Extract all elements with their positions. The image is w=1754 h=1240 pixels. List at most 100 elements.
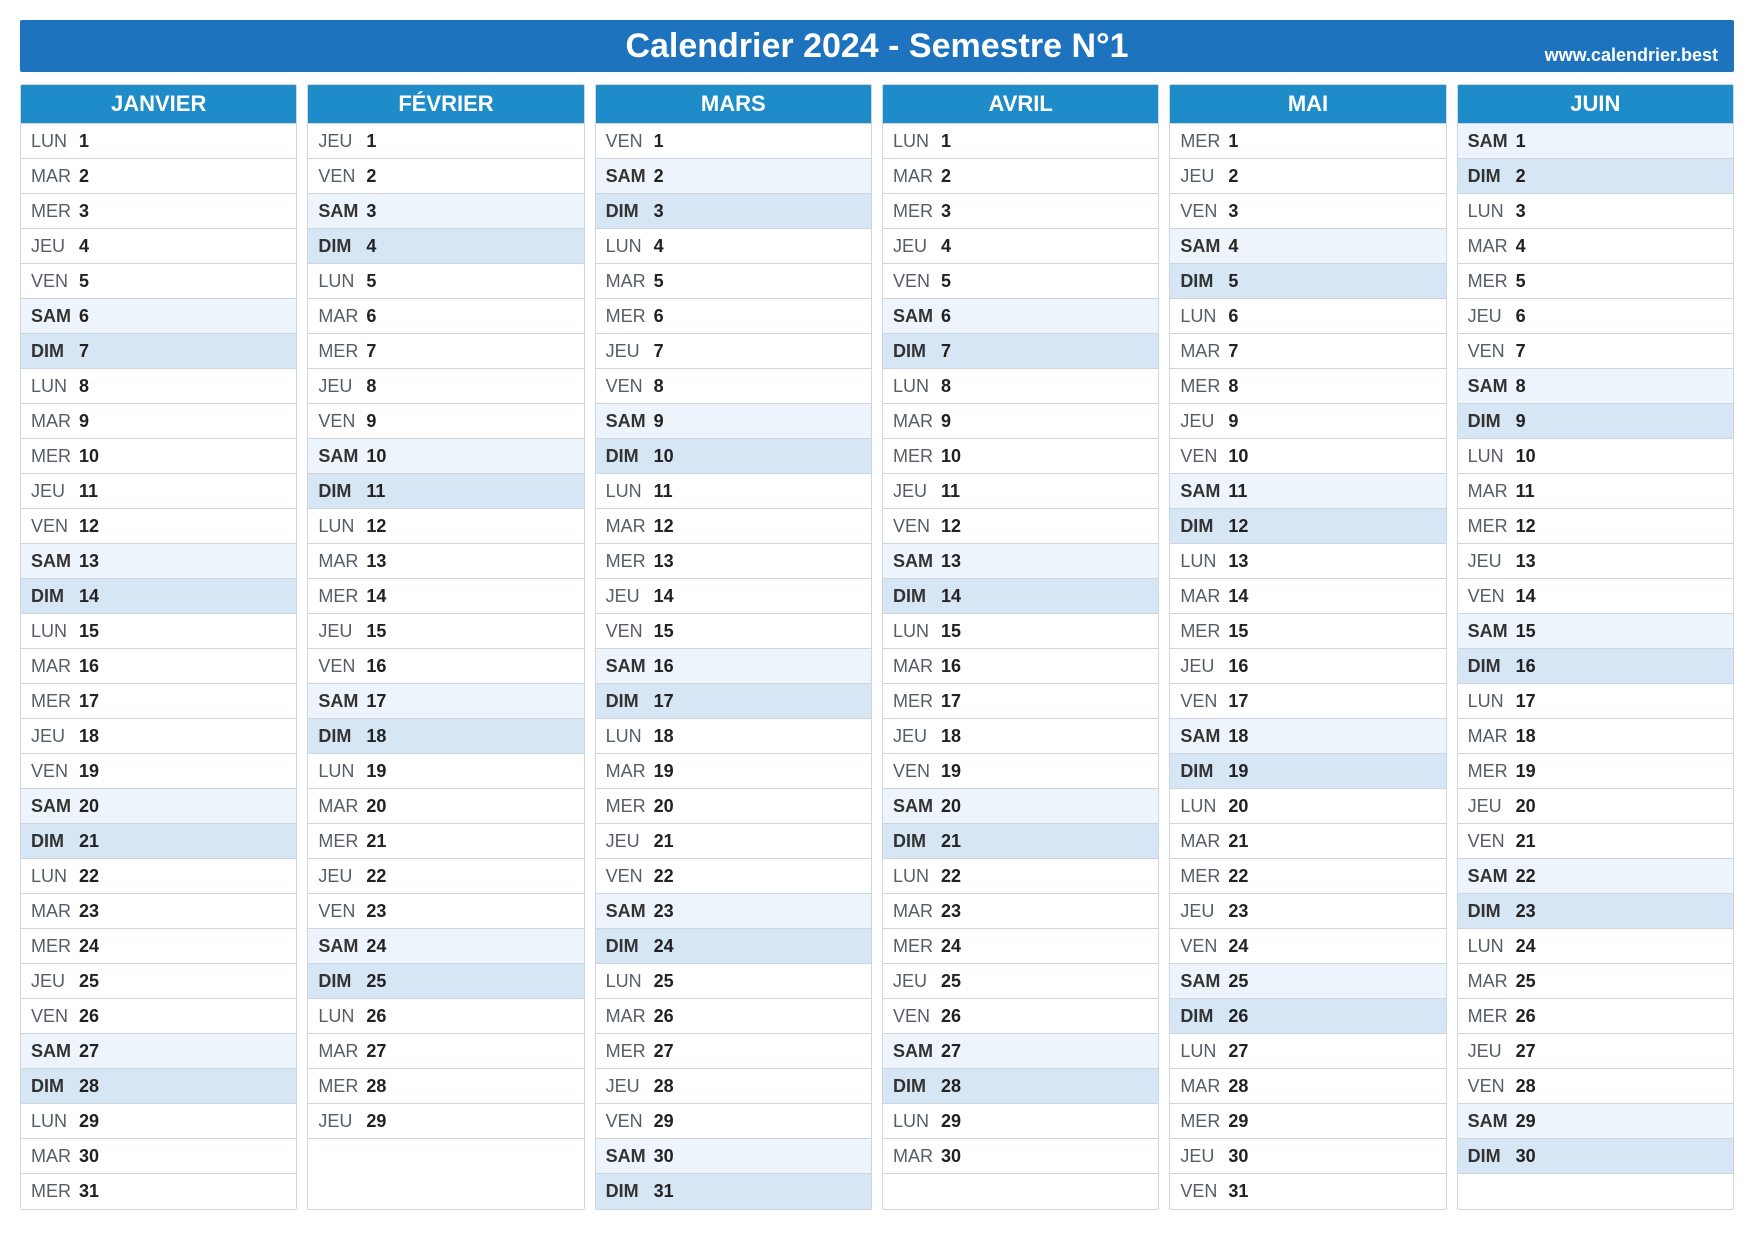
day-row: JEU8 xyxy=(308,369,583,404)
day-number: 31 xyxy=(1228,1181,1248,1202)
day-row: DIM30 xyxy=(1458,1139,1733,1174)
day-number: 15 xyxy=(366,621,386,642)
day-row: SAM6 xyxy=(21,299,296,334)
day-abbr: JEU xyxy=(1468,796,1516,817)
day-abbr: LUN xyxy=(1468,936,1516,957)
day-row: LUN6 xyxy=(1170,299,1445,334)
day-number: 24 xyxy=(1228,936,1248,957)
day-abbr: DIM xyxy=(1468,901,1516,922)
day-row: DIM10 xyxy=(596,439,871,474)
day-number: 25 xyxy=(941,971,961,992)
day-row: SAM8 xyxy=(1458,369,1733,404)
day-number: 3 xyxy=(79,201,89,222)
day-row: MER19 xyxy=(1458,754,1733,789)
day-abbr: DIM xyxy=(1180,1006,1228,1027)
day-row: JEU21 xyxy=(596,824,871,859)
day-row: MAR20 xyxy=(308,789,583,824)
day-number: 5 xyxy=(366,271,376,292)
day-row: MER17 xyxy=(883,684,1158,719)
day-row: MAR27 xyxy=(308,1034,583,1069)
day-row: LUN26 xyxy=(308,999,583,1034)
day-number: 27 xyxy=(1516,1041,1536,1062)
day-abbr: VEN xyxy=(1468,586,1516,607)
day-row: LUN8 xyxy=(21,369,296,404)
day-number: 23 xyxy=(1516,901,1536,922)
day-number: 30 xyxy=(654,1146,674,1167)
day-abbr: DIM xyxy=(606,691,654,712)
day-abbr: JEU xyxy=(1468,551,1516,572)
day-abbr: JEU xyxy=(893,236,941,257)
empty-day-cell xyxy=(308,1174,583,1209)
day-row: JEU13 xyxy=(1458,544,1733,579)
day-row: MER31 xyxy=(21,1174,296,1209)
day-row: JEU29 xyxy=(308,1104,583,1139)
day-row: DIM31 xyxy=(596,1174,871,1209)
day-number: 1 xyxy=(1516,131,1526,152)
day-abbr: DIM xyxy=(31,341,79,362)
day-abbr: DIM xyxy=(893,341,941,362)
day-row: LUN25 xyxy=(596,964,871,999)
day-number: 14 xyxy=(941,586,961,607)
day-row: MAR25 xyxy=(1458,964,1733,999)
day-number: 11 xyxy=(1228,481,1247,502)
day-abbr: SAM xyxy=(1180,481,1228,502)
day-row: VEN12 xyxy=(883,509,1158,544)
day-row: SAM10 xyxy=(308,439,583,474)
month-header: AVRIL xyxy=(883,85,1158,124)
day-row: MER7 xyxy=(308,334,583,369)
day-abbr: MER xyxy=(606,306,654,327)
day-row: VEN7 xyxy=(1458,334,1733,369)
day-abbr: JEU xyxy=(1180,411,1228,432)
day-abbr: MER xyxy=(1180,866,1228,887)
day-number: 30 xyxy=(1228,1146,1248,1167)
day-number: 9 xyxy=(1228,411,1238,432)
day-number: 23 xyxy=(1228,901,1248,922)
day-abbr: LUN xyxy=(606,481,654,502)
day-row: MER22 xyxy=(1170,859,1445,894)
day-number: 13 xyxy=(79,551,99,572)
day-number: 8 xyxy=(79,376,89,397)
day-number: 13 xyxy=(654,551,674,572)
day-number: 6 xyxy=(654,306,664,327)
day-abbr: VEN xyxy=(31,1006,79,1027)
day-number: 27 xyxy=(654,1041,674,1062)
day-number: 18 xyxy=(1516,726,1536,747)
day-abbr: SAM xyxy=(606,411,654,432)
day-abbr: VEN xyxy=(606,131,654,152)
day-abbr: DIM xyxy=(1180,761,1228,782)
day-number: 3 xyxy=(941,201,951,222)
day-number: 23 xyxy=(79,901,99,922)
day-number: 22 xyxy=(1516,866,1536,887)
day-row: VEN24 xyxy=(1170,929,1445,964)
day-number: 11 xyxy=(1516,481,1535,502)
day-abbr: SAM xyxy=(318,201,366,222)
day-row: MER29 xyxy=(1170,1104,1445,1139)
day-abbr: MAR xyxy=(318,306,366,327)
day-row: JEU16 xyxy=(1170,649,1445,684)
day-abbr: MER xyxy=(1468,271,1516,292)
day-row: VEN21 xyxy=(1458,824,1733,859)
day-number: 5 xyxy=(79,271,89,292)
day-row: VEN19 xyxy=(883,754,1158,789)
day-abbr: JEU xyxy=(31,236,79,257)
day-row: JEU25 xyxy=(883,964,1158,999)
day-abbr: JEU xyxy=(1180,656,1228,677)
day-row: DIM7 xyxy=(21,334,296,369)
day-number: 31 xyxy=(654,1181,674,1202)
day-number: 7 xyxy=(79,341,89,362)
day-row: SAM22 xyxy=(1458,859,1733,894)
day-number: 1 xyxy=(366,131,376,152)
day-row: JEU28 xyxy=(596,1069,871,1104)
day-number: 25 xyxy=(366,971,386,992)
day-number: 28 xyxy=(1516,1076,1536,1097)
day-number: 7 xyxy=(1516,341,1526,362)
day-number: 4 xyxy=(1516,236,1526,257)
day-number: 22 xyxy=(1228,866,1248,887)
day-abbr: VEN xyxy=(31,271,79,292)
day-abbr: DIM xyxy=(318,971,366,992)
day-abbr: SAM xyxy=(606,1146,654,1167)
day-number: 16 xyxy=(366,656,386,677)
day-number: 5 xyxy=(941,271,951,292)
day-abbr: JEU xyxy=(606,1076,654,1097)
day-row: LUN8 xyxy=(883,369,1158,404)
